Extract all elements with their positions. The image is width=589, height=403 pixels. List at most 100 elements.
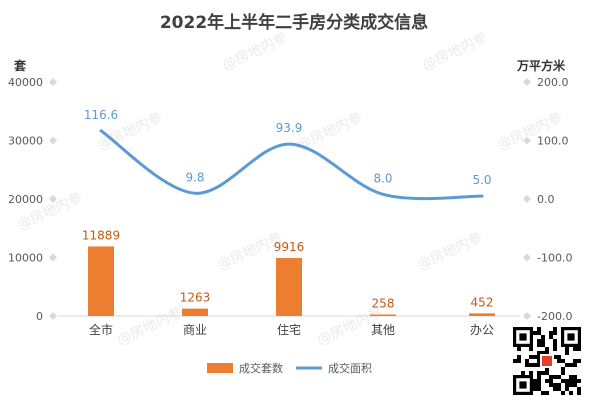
qr-module [573,379,577,383]
qr-module [553,343,557,347]
qr-module [549,375,553,379]
bar [469,313,495,316]
qr-module [565,379,569,383]
qr-module [545,347,549,351]
qr-module [533,387,537,391]
qr-module [537,363,541,367]
bar [88,246,114,316]
qr-module [545,371,549,375]
x-category-label: 办公 [470,322,494,337]
bar-data-label: 1263 [180,291,211,305]
x-category-label: 商业 [183,322,207,337]
qr-module [549,383,553,387]
qr-module [537,387,541,391]
qr-module [561,359,565,363]
category-labels: 全市 商业 住宅 其他 办公 [89,322,494,337]
qr-module [533,363,537,367]
qr-module [577,387,581,391]
bar-series: 11889 1263 9916 258 452 [82,228,495,316]
y-left-tick-label: 0 [36,310,43,323]
qr-module [537,327,541,331]
qr-module [569,383,573,387]
watermark-text: @房地内参 [415,229,486,274]
y-right-tick-label: 0.0 [537,193,555,206]
qr-module [553,339,557,343]
qr-module [565,347,569,351]
qr-module [545,351,549,355]
qr-module [553,387,557,391]
qr-module [545,391,549,395]
qr-module [537,339,541,343]
qr-module [577,359,581,363]
qr-module [521,371,525,375]
qr-module [533,379,537,383]
qr-module [557,383,561,387]
qr-module [517,347,521,351]
line-data-label: 116.6 [84,108,118,122]
qr-module [561,391,565,395]
qr-module [537,379,541,383]
y-right-tick-mark [523,195,531,203]
bar-data-label: 11889 [82,228,120,242]
qr-module [553,347,557,351]
y-right-tick-label: -100.0 [537,252,572,265]
legend-label-line: 成交面积 [328,361,372,375]
qr-module [549,379,553,383]
qr-module [541,351,545,355]
x-category-label: 其他 [371,323,395,337]
y-left-tick-mark [49,253,57,262]
legend: 成交套数 成交面积 [207,361,372,375]
qr-module [541,391,545,395]
qr-module [537,383,541,387]
line-data-label: 5.0 [472,173,491,187]
qr-module [577,347,581,351]
qr-module [541,371,545,375]
qr-module [565,383,569,387]
qr-module [577,391,581,395]
line-series: 116.6 9.8 93.9 8.0 5.0 [84,108,492,201]
qr-module [529,363,533,367]
y-left-tick-label: 40000 [8,76,43,89]
line-data-label: 8.0 [373,171,392,185]
qr-module [517,359,521,363]
y-left-ticks: 40000 30000 20000 10000 0 [8,76,57,323]
qr-finder-inner [519,333,527,341]
y-left-tick-mark [49,312,57,320]
qr-module [537,355,541,359]
qr-module [525,359,529,363]
qr-module [529,355,533,359]
y-left-tick-label: 30000 [8,135,43,148]
y-right-tick-label: 100.0 [537,135,569,148]
y-left-tick-mark [49,78,57,86]
line-data-label: 93.9 [276,121,303,135]
legend-swatch-bar [207,363,233,373]
qr-module [573,359,577,363]
qr-module [565,351,569,355]
qr-finder-inner [519,381,527,389]
qr-module [553,327,557,331]
bar [370,314,396,316]
x-category-label: 住宅 [277,322,301,337]
bar-data-label: 258 [372,296,395,310]
qr-module [517,355,521,359]
y-right-tick-label: -200.0 [537,310,572,323]
y-left-axis-title: 套 [13,58,27,73]
qr-module [557,359,561,363]
y-left-tick-mark [49,195,57,203]
qr-module [557,355,561,359]
qr-module [549,335,553,339]
qr-module [525,363,529,367]
qr-module [561,371,565,375]
qr-module [569,379,573,383]
y-left-tick-mark [49,136,57,145]
watermark-text: @房地内参 [115,304,186,349]
qr-module [569,363,573,367]
bar [182,308,208,316]
qr-module [565,387,569,391]
qr-logo [542,356,552,366]
bar-data-label: 9916 [274,240,305,254]
x-category-label: 全市 [89,322,113,337]
y-left-tick-label: 10000 [8,252,43,265]
qr-module [537,375,541,379]
qr-module [573,347,577,351]
